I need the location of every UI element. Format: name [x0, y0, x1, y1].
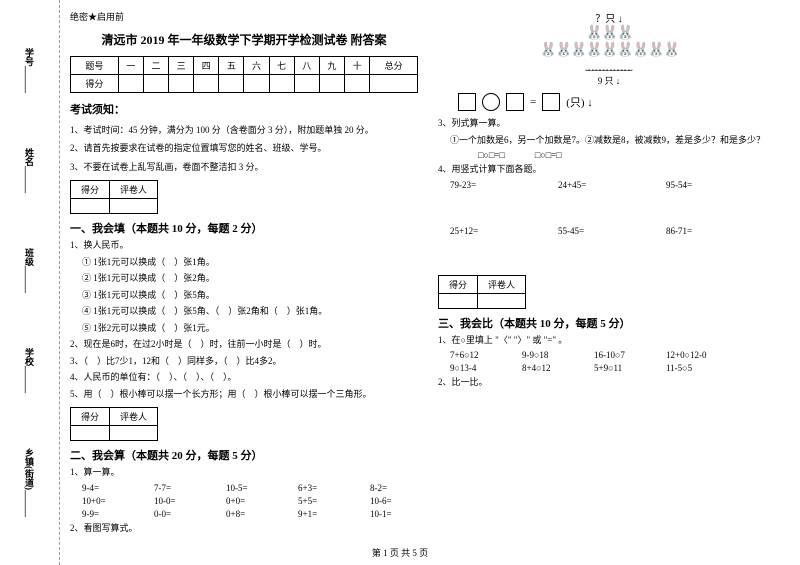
- grader-table: 得分评卷人: [438, 275, 526, 309]
- calc-row: 9-4=7-7=10-5=6+3=8-2=: [82, 483, 418, 493]
- mt-c2: 评卷人: [478, 275, 526, 293]
- th: 三: [169, 57, 194, 75]
- calc-row: 9-9=0-0=0+8=9+1=10-1=: [82, 509, 418, 519]
- s2-q3-sub: ①一个加数是6，另一个加数是7。②减数是8，被减数9，差是多少？和是多少？: [450, 134, 780, 148]
- th: 二: [143, 57, 168, 75]
- s3-q2: 2、比一比。: [438, 376, 780, 390]
- small-eq-row: □○□=□ □○□=□: [478, 150, 780, 160]
- th: 十: [345, 57, 370, 75]
- notice-item: 3、不要在试卷上乱写乱画，卷面不整洁扣 3 分。: [70, 160, 418, 174]
- q1-sub: ① 1张1元可以换成（ ）张1角。: [82, 256, 418, 270]
- q1-sub: ④ 1张1元可以换成（ ）张5角、（ ）张2角和（ ）张1角。: [82, 305, 418, 319]
- mt-c1: 得分: [71, 408, 110, 426]
- vert-calc-row: 79-23=24+45=95-54=: [450, 180, 780, 190]
- q1-sub: ③ 1张1元可以换成（ ）张5角。: [82, 289, 418, 303]
- th: 七: [269, 57, 294, 75]
- th: 九: [319, 57, 344, 75]
- q1: 1、换人民币。: [70, 239, 418, 253]
- th: 一: [118, 57, 143, 75]
- eq-box: □○□=□: [535, 150, 562, 160]
- grader-table: 得分评卷人: [70, 180, 158, 214]
- s2-q2: 2、看图写算式。: [70, 522, 418, 536]
- page-footer: 第 1 页 共 5 页: [0, 546, 800, 559]
- equals: =: [530, 96, 536, 108]
- notice-item: 1、考试时间：45 分钟，满分为 100 分（含卷面分 3 分），附加题单独 2…: [70, 123, 418, 137]
- th: 八: [294, 57, 319, 75]
- spine-field: 乡镇(街道)______: [23, 448, 36, 517]
- circle-icon: [482, 93, 500, 111]
- left-column: 绝密★启用前 清远市 2019 年一年级数学下学期开学检测试卷 附答案 题号 一…: [70, 10, 418, 555]
- score-table: 题号 一 二 三 四 五 六 七 八 九 十 总分 得分: [70, 56, 418, 93]
- s2-q1: 1、算一算。: [70, 466, 418, 480]
- grader-table: 得分评卷人: [70, 407, 158, 441]
- exam-title: 清远市 2019 年一年级数学下学期开学检测试卷 附答案: [70, 31, 418, 48]
- notice-heading: 考试须知：: [70, 101, 418, 117]
- eq-box: □○□=□: [478, 150, 505, 160]
- box-icon: [506, 93, 524, 111]
- s2-q4: 4、用竖式计算下面各题。: [438, 163, 780, 177]
- th: 总分: [370, 57, 418, 75]
- calc-row: 10+0=10-0=0+0=5+5=10-6=: [82, 496, 418, 506]
- th: 四: [194, 57, 219, 75]
- bracket-label: ⎵⎵⎵⎵⎵⎵⎵⎵⎵⎵⎵⎵⎵: [438, 61, 780, 72]
- s2-q3: 3、列式算一算。: [438, 117, 780, 131]
- q3: 3、（ ）比7少1，12和（ ）同样多，（ ）比4多2。: [70, 355, 418, 369]
- notice-item: 2、请首先按要求在试卷的指定位置填写您的姓名、班级、学号。: [70, 141, 418, 155]
- q1-sub: ⑤ 1张2元可以换成（ ）张1元。: [82, 322, 418, 336]
- s3-q1: 1、在○里填上 "〈" "〉" 或 "=" 。: [438, 334, 780, 348]
- q1-sub: ② 1张1元可以换成（ ）张2角。: [82, 272, 418, 286]
- rabbit-icon: 🐰🐰🐰🐰🐰🐰🐰🐰🐰: [540, 42, 679, 59]
- spine-field: 学校______: [23, 348, 36, 393]
- right-column: ？只 ↓ 🐰🐰🐰 🐰🐰🐰🐰🐰🐰🐰🐰🐰 ⎵⎵⎵⎵⎵⎵⎵⎵⎵⎵⎵⎵⎵ 9 只 ↓ =…: [438, 10, 780, 555]
- spine-field: 班级______: [23, 248, 36, 293]
- mt-c2: 评卷人: [110, 408, 158, 426]
- nine-label: 9 只 ↓: [438, 74, 780, 87]
- section-3-title: 三、我会比（本题共 10 分，每题 5 分）: [438, 318, 631, 330]
- rabbit-figure: ？只 ↓ 🐰🐰🐰 🐰🐰🐰🐰🐰🐰🐰🐰🐰 ⎵⎵⎵⎵⎵⎵⎵⎵⎵⎵⎵⎵⎵ 9 只 ↓: [438, 10, 780, 87]
- equation-row: = (只) ↓: [458, 93, 780, 111]
- mt-c2: 评卷人: [110, 181, 158, 199]
- td: 得分: [71, 75, 119, 93]
- box-icon: [458, 93, 476, 111]
- question-mark: ？只 ↓: [438, 10, 780, 25]
- vert-calc-row: 25+12=55-45=86-71=: [450, 226, 780, 236]
- q5: 5、用（ ）根小棒可以摆一个长方形；用（ ）根小棒可以摆一个三角形。: [70, 388, 418, 402]
- compare-row: 9○13-48+4○125+9○1111-5○5: [450, 363, 780, 373]
- q2: 2、现在是6时，在过2小时是（ ）时，往前一小时是（ ）时。: [70, 338, 418, 352]
- th: 六: [244, 57, 269, 75]
- box-icon: [542, 93, 560, 111]
- unit-label: (只) ↓: [566, 94, 593, 110]
- section-2-title: 二、我会算（本题共 20 分，每题 5 分）: [70, 450, 263, 462]
- main-content: 绝密★启用前 清远市 2019 年一年级数学下学期开学检测试卷 附答案 题号 一…: [60, 0, 800, 565]
- compare-row: 7+6○129-9○1816-10○712+0○12-0: [450, 350, 780, 360]
- spine-field: 学号______: [23, 48, 36, 93]
- section-1-title: 一、我会填（本题共 10 分，每题 2 分）: [70, 223, 263, 235]
- binding-spine: 学号______ 姓名______ 班级______ 学校______ 乡镇(街…: [0, 0, 60, 565]
- th: 题号: [71, 57, 119, 75]
- mt-c1: 得分: [439, 275, 478, 293]
- secret-label: 绝密★启用前: [70, 10, 418, 23]
- spine-field: 姓名______: [23, 148, 36, 193]
- rabbit-icon: 🐰🐰🐰: [540, 25, 679, 42]
- q4: 4、人民币的单位有：（ ）、（ ）、（ ）。: [70, 371, 418, 385]
- th: 五: [219, 57, 244, 75]
- mt-c1: 得分: [71, 181, 110, 199]
